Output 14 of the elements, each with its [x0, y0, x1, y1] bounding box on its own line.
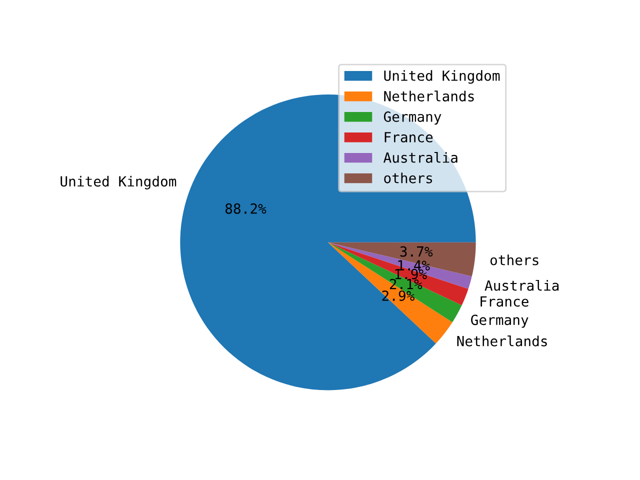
legend-label: Germany [384, 111, 442, 125]
data-label: 3.7% [400, 246, 433, 257]
slice-label: Germany [471, 314, 528, 328]
slice-label: United Kingdom [60, 176, 176, 190]
slice-label: others [490, 254, 538, 266]
slice-label: Australia [484, 280, 559, 291]
legend-label: Netherlands [384, 90, 474, 102]
legend-label: France [384, 132, 433, 142]
legend-label: United Kingdom [384, 70, 500, 84]
slice-label: France [480, 296, 528, 307]
data-label: 88.2% [225, 203, 266, 214]
legend-label: others [384, 172, 432, 184]
slice-label: Netherlands [457, 336, 547, 346]
legend-label: Australia [383, 152, 458, 163]
